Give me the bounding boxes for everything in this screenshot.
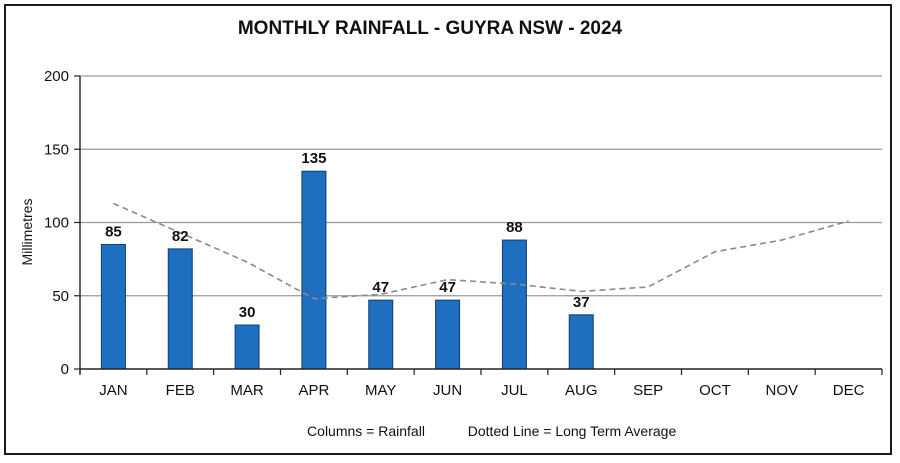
data-label-feb: 82 — [172, 228, 189, 245]
bar-may — [368, 299, 394, 370]
y-tick-label-0: 0 — [61, 361, 69, 378]
x-tick-label-jul: JUL — [501, 382, 528, 399]
data-label-apr: 135 — [301, 150, 326, 167]
bar-feb — [167, 248, 193, 370]
bar-mar — [234, 324, 260, 370]
x-tick-label-nov: NOV — [765, 382, 798, 399]
x-tick-label-jan: JAN — [99, 382, 127, 399]
bar-aug — [568, 314, 594, 370]
x-tick-label-jun: JUN — [433, 382, 462, 399]
data-label-jan: 85 — [105, 223, 122, 240]
data-label-jun: 47 — [439, 279, 456, 296]
data-labels: 85 82 30 135 47 47 88 37 — [105, 150, 590, 321]
gridlines — [80, 75, 882, 297]
data-label-aug: 37 — [573, 294, 590, 311]
legend-line-text: Dotted Line = Long Term Average — [468, 423, 677, 439]
x-tick-label-feb: FEB — [166, 382, 195, 399]
y-tick-label-150: 150 — [44, 141, 69, 158]
bar-jul — [501, 239, 527, 370]
x-tick-label-mar: MAR — [230, 382, 264, 399]
bar-jun — [435, 299, 461, 370]
x-tick-label-dec: DEC — [833, 382, 865, 399]
data-label-may: 47 — [372, 279, 389, 296]
bar-series — [100, 170, 594, 370]
data-label-mar: 30 — [239, 304, 256, 321]
x-tick-label-aug: AUG — [565, 382, 598, 399]
average-line-series — [113, 202, 849, 300]
y-tick-label-100: 100 — [44, 215, 69, 232]
axes: 0 50 100 150 200 JAN FEB MAR APR MAY JUN JUL AUG SEP O… — [44, 68, 883, 399]
y-axis-label: Millimetres — [19, 199, 35, 266]
average-line — [113, 202, 849, 300]
y-tick-label-200: 200 — [44, 68, 69, 85]
y-tick-label-50: 50 — [52, 288, 69, 305]
legend-columns-text: Columns = Rainfall — [307, 423, 425, 439]
x-tick-label-sep: SEP — [633, 382, 663, 399]
bar-jan — [100, 243, 126, 370]
x-tick-label-apr: APR — [298, 382, 329, 399]
bar-apr — [301, 170, 327, 370]
x-tick-label-may: MAY — [365, 382, 396, 399]
data-label-jul: 88 — [506, 219, 523, 236]
chart-title: MONTHLY RAINFALL - GUYRA NSW - 2024 — [238, 18, 623, 39]
chart-frame — [4, 4, 892, 455]
x-tick-label-oct: OCT — [699, 382, 731, 399]
